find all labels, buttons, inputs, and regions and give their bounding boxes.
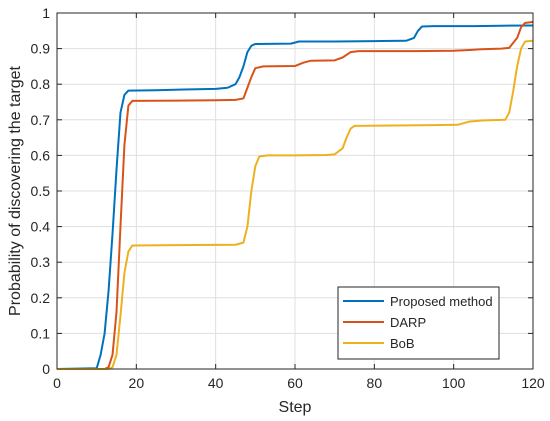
x-tick-label: 120 <box>521 375 545 391</box>
series-line-2 <box>57 20 534 370</box>
axis-ticks: 0 20 40 60 80 100 120 0 0.1 0.2 0.3 0.4 0.5 0.6 0.7 0.8… <box>31 5 545 391</box>
y-tick-label: 0.1 <box>31 325 51 341</box>
y-tick-label: 0.6 <box>31 147 51 163</box>
legend-label-3: BoB <box>390 336 415 351</box>
legend: Proposed method DARP BoB <box>337 286 500 360</box>
x-tick-label: 0 <box>53 375 61 391</box>
y-axis-label: Probability of discovering the target <box>7 65 24 315</box>
x-tick-label: 60 <box>287 375 303 391</box>
series-line-3 <box>57 39 534 370</box>
series-line-1 <box>56 24 534 370</box>
y-tick-label: 1 <box>42 5 50 21</box>
x-tick-label: 40 <box>208 375 224 391</box>
y-tick-label: 0.7 <box>31 112 51 128</box>
x-axis-label: Step <box>279 399 312 416</box>
y-tick-label: 0.8 <box>31 76 51 92</box>
series-lines <box>56 20 534 370</box>
x-tick-label: 80 <box>367 375 383 391</box>
y-tick-label: 0.4 <box>31 219 51 235</box>
y-tick-label: 0.9 <box>31 41 51 57</box>
legend-label-1: Proposed method <box>390 294 493 309</box>
y-tick-label: 0.3 <box>31 254 51 270</box>
y-tick-label: 0.5 <box>31 183 51 199</box>
y-tick-label: 0.2 <box>31 290 51 306</box>
x-tick-label: 20 <box>129 375 145 391</box>
legend-label-2: DARP <box>390 315 426 330</box>
x-tick-label: 100 <box>442 375 466 391</box>
y-tick-label: 0 <box>42 361 50 377</box>
